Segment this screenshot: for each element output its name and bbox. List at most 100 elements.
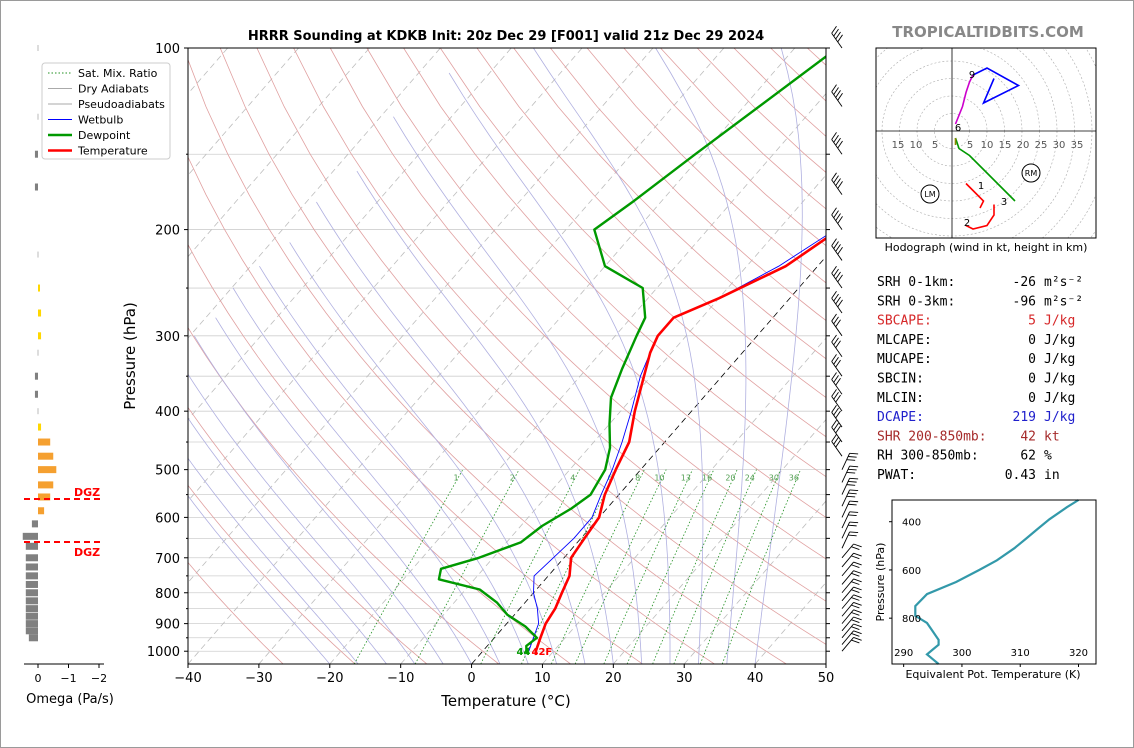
hodograph-rings: 15 10 5 5 10 15 20 25 30 35 (876, 48, 1096, 238)
omega-bar (22, 532, 38, 540)
mixing-ratio-label: 4 (570, 473, 575, 482)
isotherm (188, 48, 370, 258)
wind-barb (831, 372, 843, 395)
omega-bar (38, 309, 42, 317)
wind-barb (831, 313, 843, 337)
dry-adiabat (188, 156, 643, 664)
isotherm (329, 93, 826, 664)
dgz-label-bottom: DGZ (74, 546, 100, 559)
theta-e-panel: 290 300 310 320 400 600 800 Equivalent Pot. Te… (874, 499, 1097, 681)
p-tick-label: 200 (155, 224, 180, 239)
mixing-ratio-label: 8 (635, 473, 640, 482)
index-value: 0.43 (1005, 468, 1036, 483)
omega-bar (38, 423, 42, 431)
moist-adiabat (193, 335, 444, 664)
mixing-ratio-label: 10 (654, 473, 664, 482)
dewpoint-line (437, 54, 826, 654)
dgz-label-top: DGZ (74, 486, 100, 499)
index-unit: m²s⁻² (1044, 294, 1083, 309)
hodograph-trace: 9 6 1 3 2 LM RM (920, 67, 1041, 230)
moist-adiabat (259, 265, 529, 664)
index-unit: m²s⁻² (1044, 275, 1083, 290)
isotherm (188, 48, 441, 339)
hodo-height-label: 3 (1001, 197, 1007, 208)
omega-panel: DGZ DGZ 0 −1 −2 Omega (Pa/s) (22, 45, 114, 707)
mixing-ratio-label: 20 (725, 473, 735, 482)
omega-bar (37, 45, 39, 51)
watermark: TROPICALTIDBITS.COM (892, 23, 1084, 41)
thermo-grid: 1 2 4 6 8 10 13 16 20 24 30 36 (188, 48, 826, 664)
wind-barb (831, 334, 843, 358)
index-unit: J/kg (1044, 410, 1075, 425)
omega-bar (25, 572, 38, 580)
p-tick-label: 300 (155, 330, 180, 345)
wind-barb (831, 172, 843, 195)
x-tick-label: 10 (534, 671, 551, 686)
omega-bar (37, 349, 39, 356)
omega-bar (37, 408, 39, 415)
theta-e-trace (914, 499, 1080, 665)
wind-barb (841, 570, 862, 585)
wind-barb (831, 354, 843, 377)
theta-y-tick-label: 400 (902, 518, 921, 529)
x-tick-label: 30 (676, 671, 693, 686)
wind-barb (841, 552, 862, 568)
theta-e-frame (891, 499, 1097, 665)
dry-adiabat (219, 48, 787, 664)
dry-adiabat (188, 406, 428, 664)
index-label: MLCIN: (877, 391, 924, 406)
indices-table: SRH 0-1km: -26 m²s⁻² SRH 0-3km: -96 m²s⁻² SBCA… (877, 275, 1083, 483)
hodo-ring-label: 35 (1071, 140, 1084, 151)
hodo-lm-marker (920, 184, 940, 204)
wind-barb (841, 543, 862, 559)
index-label: PWAT: (877, 468, 916, 483)
wind-barb (841, 623, 862, 639)
omega-bar (25, 589, 38, 597)
wind-barb (841, 637, 862, 652)
wind-barb (841, 602, 862, 617)
wind-barb (841, 500, 859, 518)
p-tick-label: 500 (155, 464, 180, 479)
wind-barb (841, 578, 862, 594)
skewt-frame (187, 47, 827, 665)
moist-adiabat (188, 495, 331, 664)
omega-bar (34, 150, 38, 158)
index-label: SRH 0-1km: (877, 275, 955, 290)
wind-barb (841, 465, 859, 483)
skewt-plot-area: 1 2 4 6 8 10 13 16 20 24 30 36 44 42F−40 −30 −20 −10 0 10… (121, 25, 862, 710)
dry-adiabat (366, 48, 826, 518)
mixing-ratio-line (414, 469, 520, 664)
dry-adiabat (188, 243, 571, 664)
index-label: SBCAPE: (877, 314, 932, 329)
mixing-ratio-label: 6 (608, 473, 613, 482)
theta-e-ticks: 290 300 310 320 400 600 800 (889, 518, 1088, 667)
skewt-ylabel: Pressure (hPa) (121, 302, 139, 410)
x-tick-label: 20 (605, 671, 622, 686)
index-label: SHR 200-850mb: (877, 429, 987, 444)
omega-bar (38, 466, 57, 474)
wind-barb (841, 489, 859, 507)
omega-xlabel: Omega (Pa/s) (26, 692, 114, 707)
moist-adiabat (188, 457, 359, 664)
isotherm (258, 48, 796, 664)
theta-e-xlabel: Equivalent Pot. Temperature (K) (905, 668, 1080, 681)
hodo-lm-label: LM (924, 190, 935, 199)
wind-barb (841, 609, 862, 624)
isotherm (188, 48, 583, 502)
omega-bar (25, 597, 38, 605)
hodograph-frame (875, 47, 1097, 239)
hodo-height-label: 9 (969, 70, 975, 81)
wetbulb-line (528, 235, 826, 652)
wind-barbs (831, 25, 862, 652)
index-unit: kt (1044, 429, 1060, 444)
wind-barb (831, 25, 843, 49)
wind-barb (841, 477, 859, 495)
moist-adiabat (188, 417, 387, 664)
p-tick-label: 700 (155, 552, 180, 567)
moist-adiabat (533, 48, 704, 664)
omega-tick-label: 0 (35, 672, 42, 685)
hodo-segment (972, 67, 1021, 105)
hodo-height-label: 2 (964, 218, 970, 229)
index-unit: J/kg (1044, 391, 1075, 406)
omega-bar (38, 493, 51, 501)
